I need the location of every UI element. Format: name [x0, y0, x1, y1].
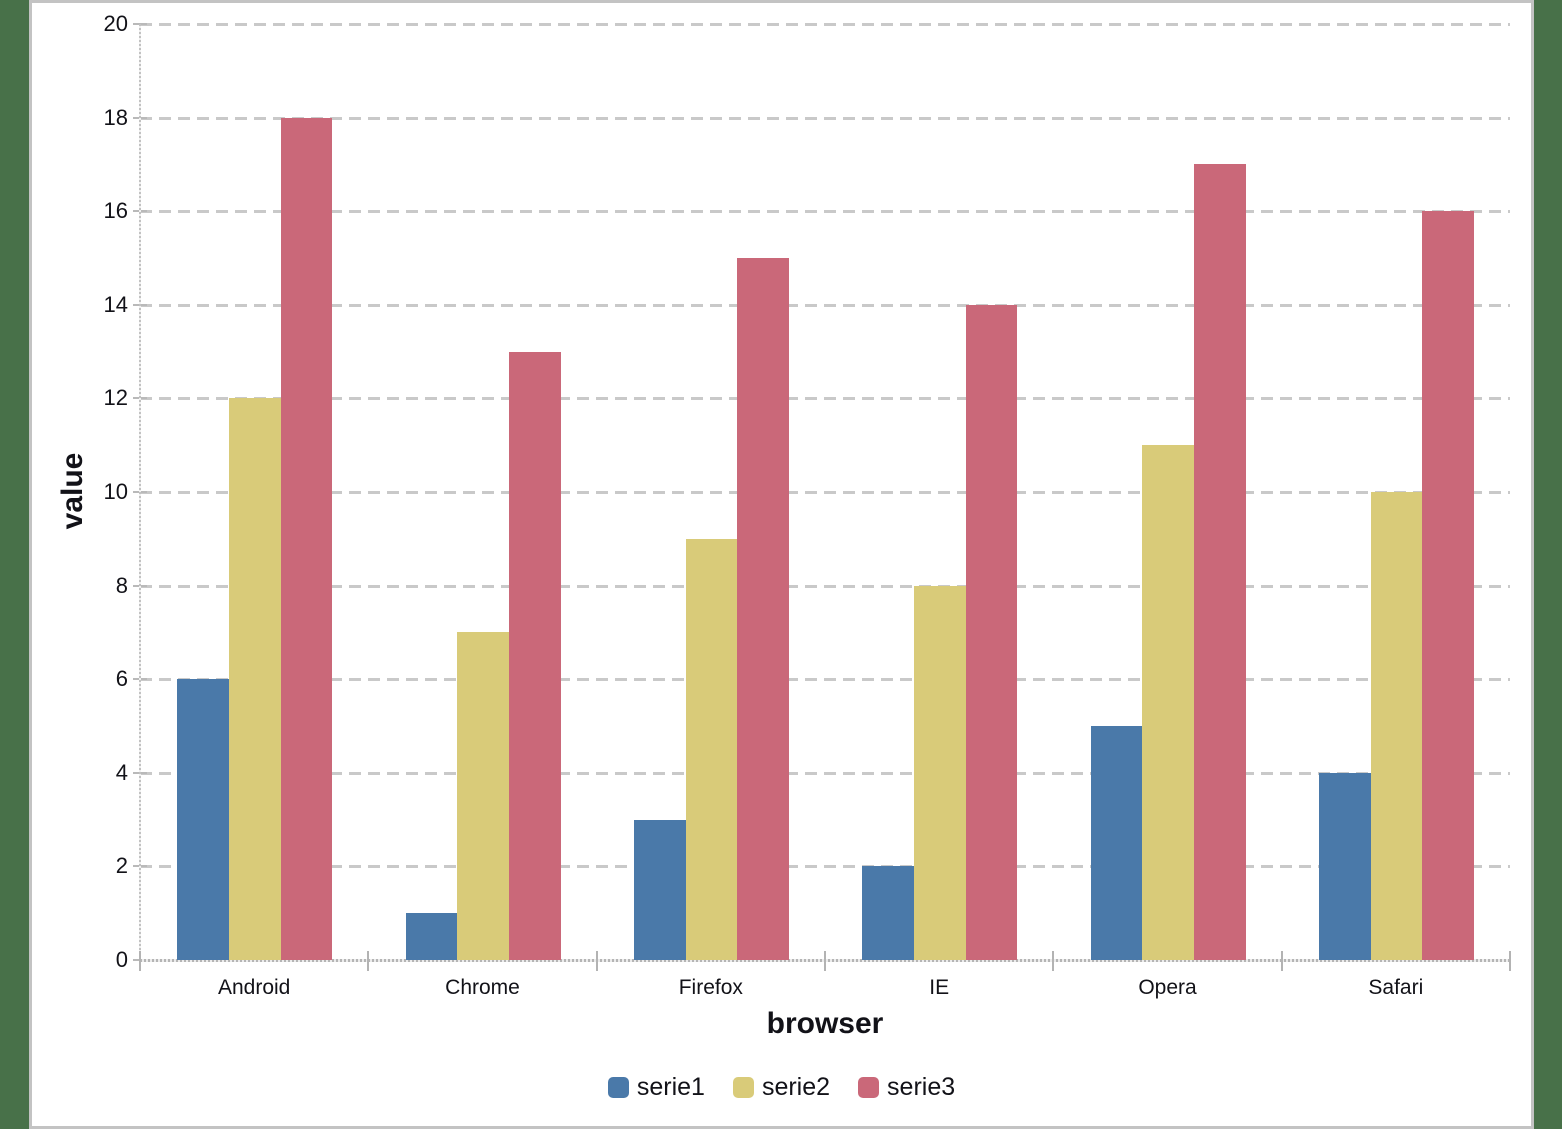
legend-item-serie3: serie3	[858, 1072, 955, 1102]
gridline	[140, 23, 1510, 26]
x-axis-title: browser	[766, 1007, 884, 1040]
x-category-label: IE	[929, 976, 950, 999]
bar-serie2-safari	[1370, 492, 1423, 960]
legend: serie1 serie2 serie3	[29, 1072, 1534, 1102]
y-tick-label: 20	[103, 11, 128, 36]
bar-serie3-ie	[965, 304, 1018, 960]
gridline	[140, 303, 1510, 307]
bar-serie3-opera	[1194, 164, 1246, 960]
bar-serie3-firefox	[737, 258, 790, 960]
bar-serie1-chrome	[405, 913, 458, 960]
legend-label: serie3	[887, 1073, 956, 1101]
y-tick-label: 16	[103, 198, 128, 224]
bar-serie2-android	[229, 398, 281, 960]
x-axis-tick	[1509, 951, 1511, 971]
bar-serie1-ie	[862, 866, 914, 960]
y-tick-label: 6	[115, 666, 128, 692]
bar-serie3-chrome	[509, 351, 561, 960]
gridline	[140, 210, 1510, 214]
bar-serie2-firefox	[685, 538, 738, 960]
bar-serie1-opera	[1090, 726, 1143, 960]
y-tick-label: 12	[103, 385, 128, 411]
x-category-label: Chrome	[445, 976, 520, 999]
x-axis-tick	[1280, 951, 1283, 971]
x-axis-tick	[595, 951, 598, 971]
gridline	[140, 397, 1510, 401]
gridline	[140, 584, 1510, 588]
bar-serie3-safari	[1422, 211, 1475, 960]
x-category-label: Opera	[1138, 976, 1197, 999]
y-tick-label: 2	[115, 853, 128, 879]
legend-swatch-icon	[607, 1076, 629, 1098]
y-tick-label: 10	[103, 479, 128, 504]
x-category-label: Firefox	[678, 976, 743, 999]
gridline	[140, 116, 1510, 120]
bar-serie3-android	[280, 117, 333, 960]
legend-item-serie1: serie1	[607, 1072, 705, 1102]
y-tick-label: 4	[115, 759, 128, 785]
gridline	[140, 678, 1510, 682]
gridline	[140, 771, 1510, 775]
x-category-label: Android	[217, 976, 291, 999]
y-axis-line	[139, 24, 141, 962]
y-tick-label: 14	[103, 291, 128, 317]
gridline	[140, 865, 1510, 869]
y-tick-label: 18	[103, 104, 128, 130]
bar-serie1-firefox	[633, 819, 686, 960]
x-axis-tick	[367, 951, 370, 971]
y-tick-label: 8	[115, 572, 128, 598]
legend-swatch-icon	[858, 1076, 880, 1098]
bar-serie2-ie	[914, 585, 966, 960]
legend-label: serie2	[761, 1073, 831, 1101]
y-axis-title: value	[56, 452, 89, 530]
y-tick-label: 0	[115, 947, 128, 972]
bar-serie2-chrome	[457, 632, 510, 960]
x-axis-tick	[139, 951, 141, 971]
legend-label: serie1	[636, 1073, 705, 1101]
x-category-label: Safari	[1368, 976, 1424, 999]
legend-item-serie2: serie2	[732, 1072, 831, 1102]
legend-swatch-icon	[732, 1076, 754, 1098]
bar-serie1-android	[177, 679, 229, 960]
bar-serie2-opera	[1142, 445, 1195, 960]
gridline	[140, 491, 1510, 494]
x-axis-tick	[1052, 951, 1055, 971]
bar-serie1-safari	[1318, 772, 1371, 960]
x-axis-tick	[824, 951, 826, 971]
